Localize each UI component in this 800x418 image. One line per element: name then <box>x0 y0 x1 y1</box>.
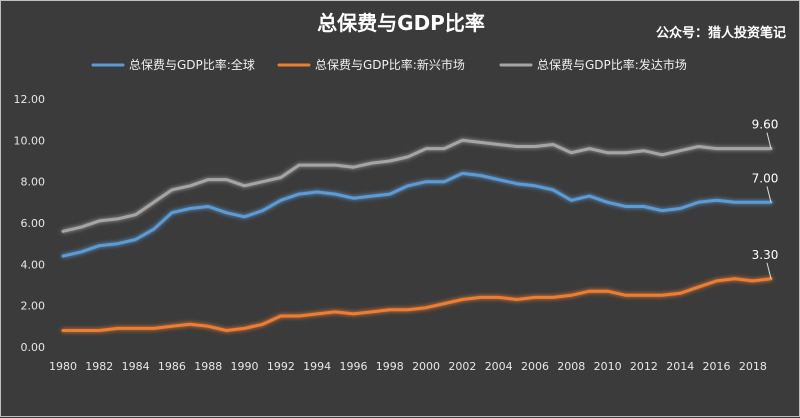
x-tick-label: 2010 <box>594 360 622 373</box>
x-tick-label: 1980 <box>49 360 77 373</box>
y-tick-label: 0.00 <box>21 341 46 354</box>
x-tick-label: 1996 <box>339 360 367 373</box>
x-tick-label: 2002 <box>448 360 476 373</box>
series-line-0 <box>61 171 773 258</box>
legend-label-0: 总保费与GDP比率:全球 <box>129 57 255 72</box>
series-lines <box>61 138 773 332</box>
end-label-1: 3.30 <box>752 248 779 262</box>
y-tick-label: 4.00 <box>21 258 46 271</box>
y-tick-label: 2.00 <box>21 300 46 313</box>
legend-label-2: 总保费与GDP比率:发达市场 <box>537 57 687 72</box>
x-tick-label: 2006 <box>521 360 549 373</box>
end-label-0: 7.00 <box>752 171 779 185</box>
x-tick-label: 1998 <box>376 360 404 373</box>
y-tick-label: 6.00 <box>21 217 46 230</box>
legend: 总保费与GDP比率:全球 总保费与GDP比率:新兴市场 总保费与GDP比率:发达市场 <box>91 57 687 72</box>
end-label-leader-2 <box>766 132 772 149</box>
end-labels: 7.00 3.30 9.60 <box>752 118 779 279</box>
y-tick-label: 12.00 <box>14 93 46 106</box>
x-tick-label: 1990 <box>231 360 259 373</box>
end-label-leader-1 <box>766 262 772 279</box>
x-tick-label: 1988 <box>194 360 222 373</box>
x-tick-label: 1992 <box>267 360 295 373</box>
x-tick-label: 2000 <box>412 360 440 373</box>
watermark-text: 公众号：猎人投资笔记 <box>656 25 786 41</box>
x-tick-label: 1984 <box>122 360 150 373</box>
y-axis: 0.00 2.00 4.00 6.00 8.00 10.00 12.00 <box>14 93 46 354</box>
series-line-2 <box>61 138 773 233</box>
x-tick-label: 1982 <box>85 360 113 373</box>
end-label-leader-0 <box>766 186 772 203</box>
x-tick-label: 1986 <box>158 360 186 373</box>
end-label-2: 9.60 <box>752 118 779 132</box>
series-line-1 <box>61 277 773 332</box>
y-tick-label: 10.00 <box>14 134 46 147</box>
chart-title: 总保费与GDP比率 <box>317 11 485 35</box>
x-tick-label: 2012 <box>630 360 658 373</box>
x-tick-label: 2018 <box>739 360 767 373</box>
x-tick-label: 1994 <box>303 360 331 373</box>
x-tick-label: 2008 <box>557 360 585 373</box>
x-tick-label: 2016 <box>703 360 731 373</box>
x-axis: 1980 1982 1984 1986 1988 1990 1992 1994 1996 1998… <box>49 360 767 373</box>
y-tick-label: 8.00 <box>21 176 46 189</box>
x-tick-label: 2004 <box>485 360 513 373</box>
x-tick-label: 2014 <box>666 360 694 373</box>
legend-label-1: 总保费与GDP比率:新兴市场 <box>315 57 465 72</box>
